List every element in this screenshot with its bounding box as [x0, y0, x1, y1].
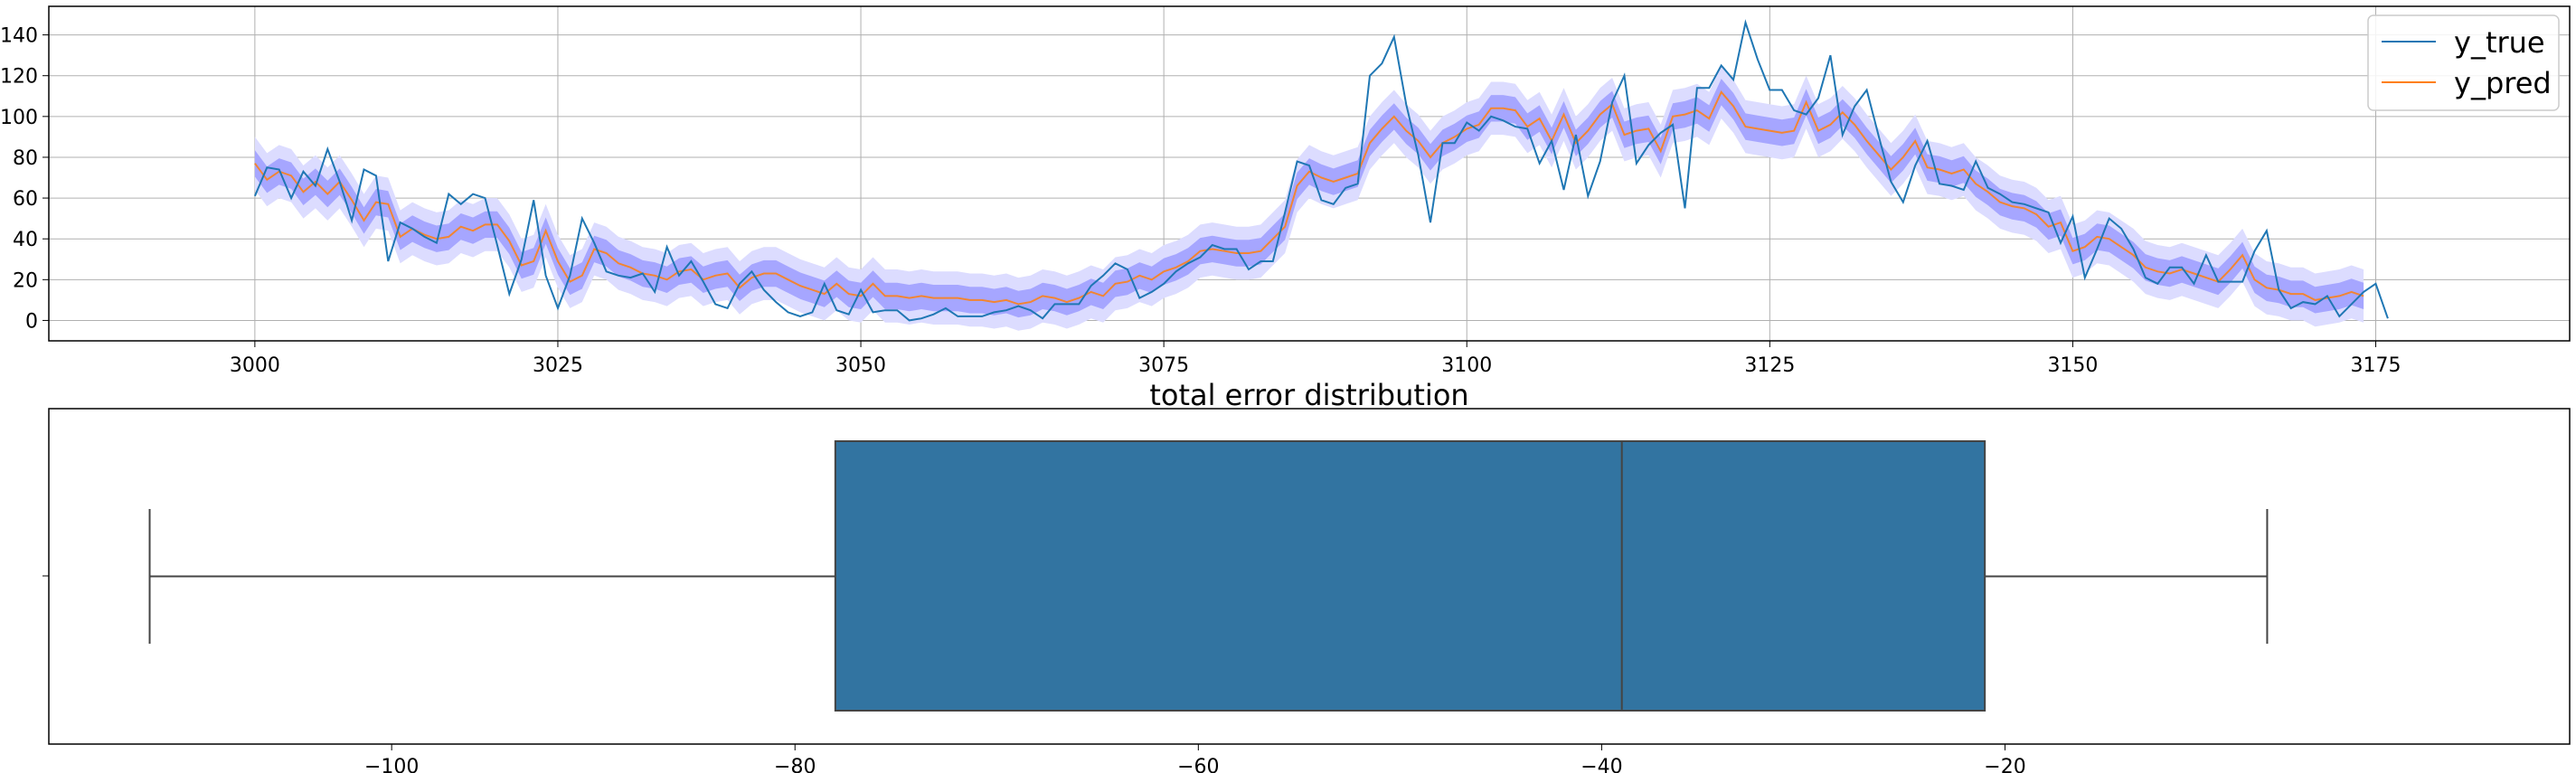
- forecast-chart: 3000 3025 3050 3075 3100 3125 3150 3175 0 20 40 60…: [0, 5, 2571, 377]
- y-tick-label: 100: [0, 107, 38, 129]
- box-x-tick-label: −100: [364, 756, 419, 773]
- series-y-pred: [254, 90, 2364, 306]
- error-boxplot: total error distribution −100 −80 −60 −40 −2…: [42, 378, 2571, 773]
- legend: y_true y_pred: [2367, 14, 2560, 111]
- y-tick-label: 0: [25, 310, 38, 333]
- x-tick-label: 3000: [230, 354, 280, 377]
- boxplot-title: total error distribution: [1149, 378, 1468, 412]
- boxplot-x-tick-labels: −100 −80 −60 −40 −20: [364, 744, 2026, 773]
- x-tick-label: 3050: [835, 354, 886, 377]
- y-tick-label: 20: [13, 269, 38, 292]
- x-tick-label: 3025: [533, 354, 583, 377]
- y-tick-label: 140: [0, 25, 38, 48]
- box-x-tick-label: −20: [1984, 756, 2025, 773]
- forecast-plot-frame: [48, 5, 2571, 342]
- boxplot-elements: [148, 440, 2269, 712]
- y-tick-label: 40: [13, 229, 38, 251]
- series-y-true: [253, 19, 2389, 322]
- legend-y-pred-label: y_pred: [2454, 66, 2552, 100]
- y-true-line: [253, 19, 2389, 322]
- box-x-tick-label: −40: [1581, 756, 1622, 773]
- box-x-tick-label: −80: [774, 756, 816, 773]
- forecast-y-tick-labels: 0 20 40 60 80 100 120 140: [0, 25, 49, 333]
- x-tick-label: 3125: [1744, 354, 1795, 377]
- x-tick-label: 3150: [2047, 354, 2098, 377]
- legend-y-true-label: y_true: [2454, 25, 2545, 60]
- x-tick-label: 3075: [1138, 354, 1189, 377]
- y-tick-label: 120: [0, 66, 38, 89]
- x-tick-label: 3100: [1441, 354, 1492, 377]
- iqr-box: [834, 440, 1986, 712]
- legend-box: [2367, 14, 2560, 111]
- y-pred-line: [254, 90, 2364, 306]
- x-tick-label: 3175: [2351, 354, 2401, 377]
- y-tick-label: 60: [13, 188, 38, 211]
- box-x-tick-label: −60: [1177, 756, 1219, 773]
- forecast-x-tick-labels: 3000 3025 3050 3075 3100 3125 3150 3175: [230, 341, 2401, 377]
- y-tick-label: 80: [13, 147, 38, 170]
